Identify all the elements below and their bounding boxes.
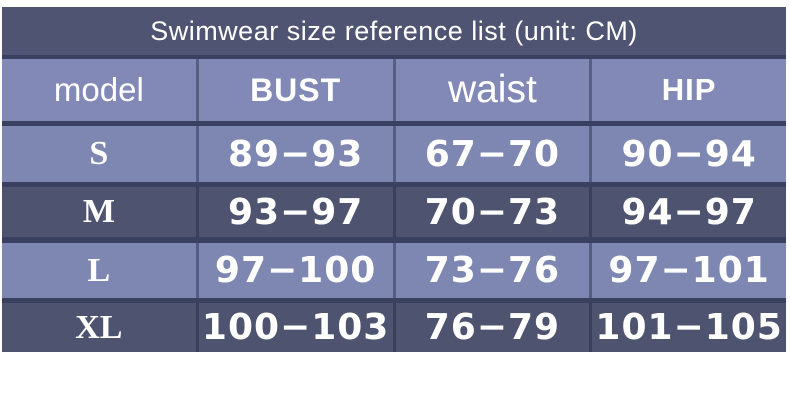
table-row-m: M 93−97 70−73 94−97 — [2, 182, 786, 237]
waist-value-cell: 70−73 — [392, 187, 590, 237]
bust-value-cell: 89−93 — [195, 126, 393, 182]
table-header-row: model BUST waist HIP — [2, 55, 786, 121]
waist-value-cell: 76−79 — [392, 303, 590, 352]
bust-value-cell: 100−103 — [195, 303, 393, 352]
bust-value-cell: 93−97 — [195, 187, 393, 237]
size-label-cell: XL — [75, 308, 123, 346]
column-header-bust: BUST — [195, 59, 393, 121]
column-header-waist: waist — [392, 59, 590, 121]
size-label-cell: S — [89, 135, 109, 172]
table-row-xl: XL 100−103 76−79 101−105 — [2, 298, 786, 352]
hip-value-cell: 90−94 — [589, 126, 786, 182]
hip-value-cell: 94−97 — [589, 187, 786, 237]
table-row-s: S 89−93 67−70 90−94 — [2, 121, 786, 182]
table-row-l: L 97−100 73−76 97−101 — [2, 237, 786, 298]
table-title-bar: Swimwear size reference list (unit: CM) — [2, 7, 786, 55]
size-reference-table: Swimwear size reference list (unit: CM) … — [2, 7, 786, 352]
waist-value-cell: 67−70 — [392, 126, 590, 182]
table-title: Swimwear size reference list (unit: CM) — [150, 15, 638, 46]
size-label-cell: L — [87, 251, 111, 289]
column-header-hip: HIP — [589, 59, 786, 121]
hip-value-cell: 97−101 — [589, 243, 786, 298]
bust-value-cell: 97−100 — [195, 243, 393, 298]
column-header-model: model — [53, 71, 144, 108]
waist-value-cell: 73−76 — [392, 243, 590, 298]
size-label-cell: M — [82, 193, 115, 230]
hip-value-cell: 101−105 — [589, 303, 786, 352]
